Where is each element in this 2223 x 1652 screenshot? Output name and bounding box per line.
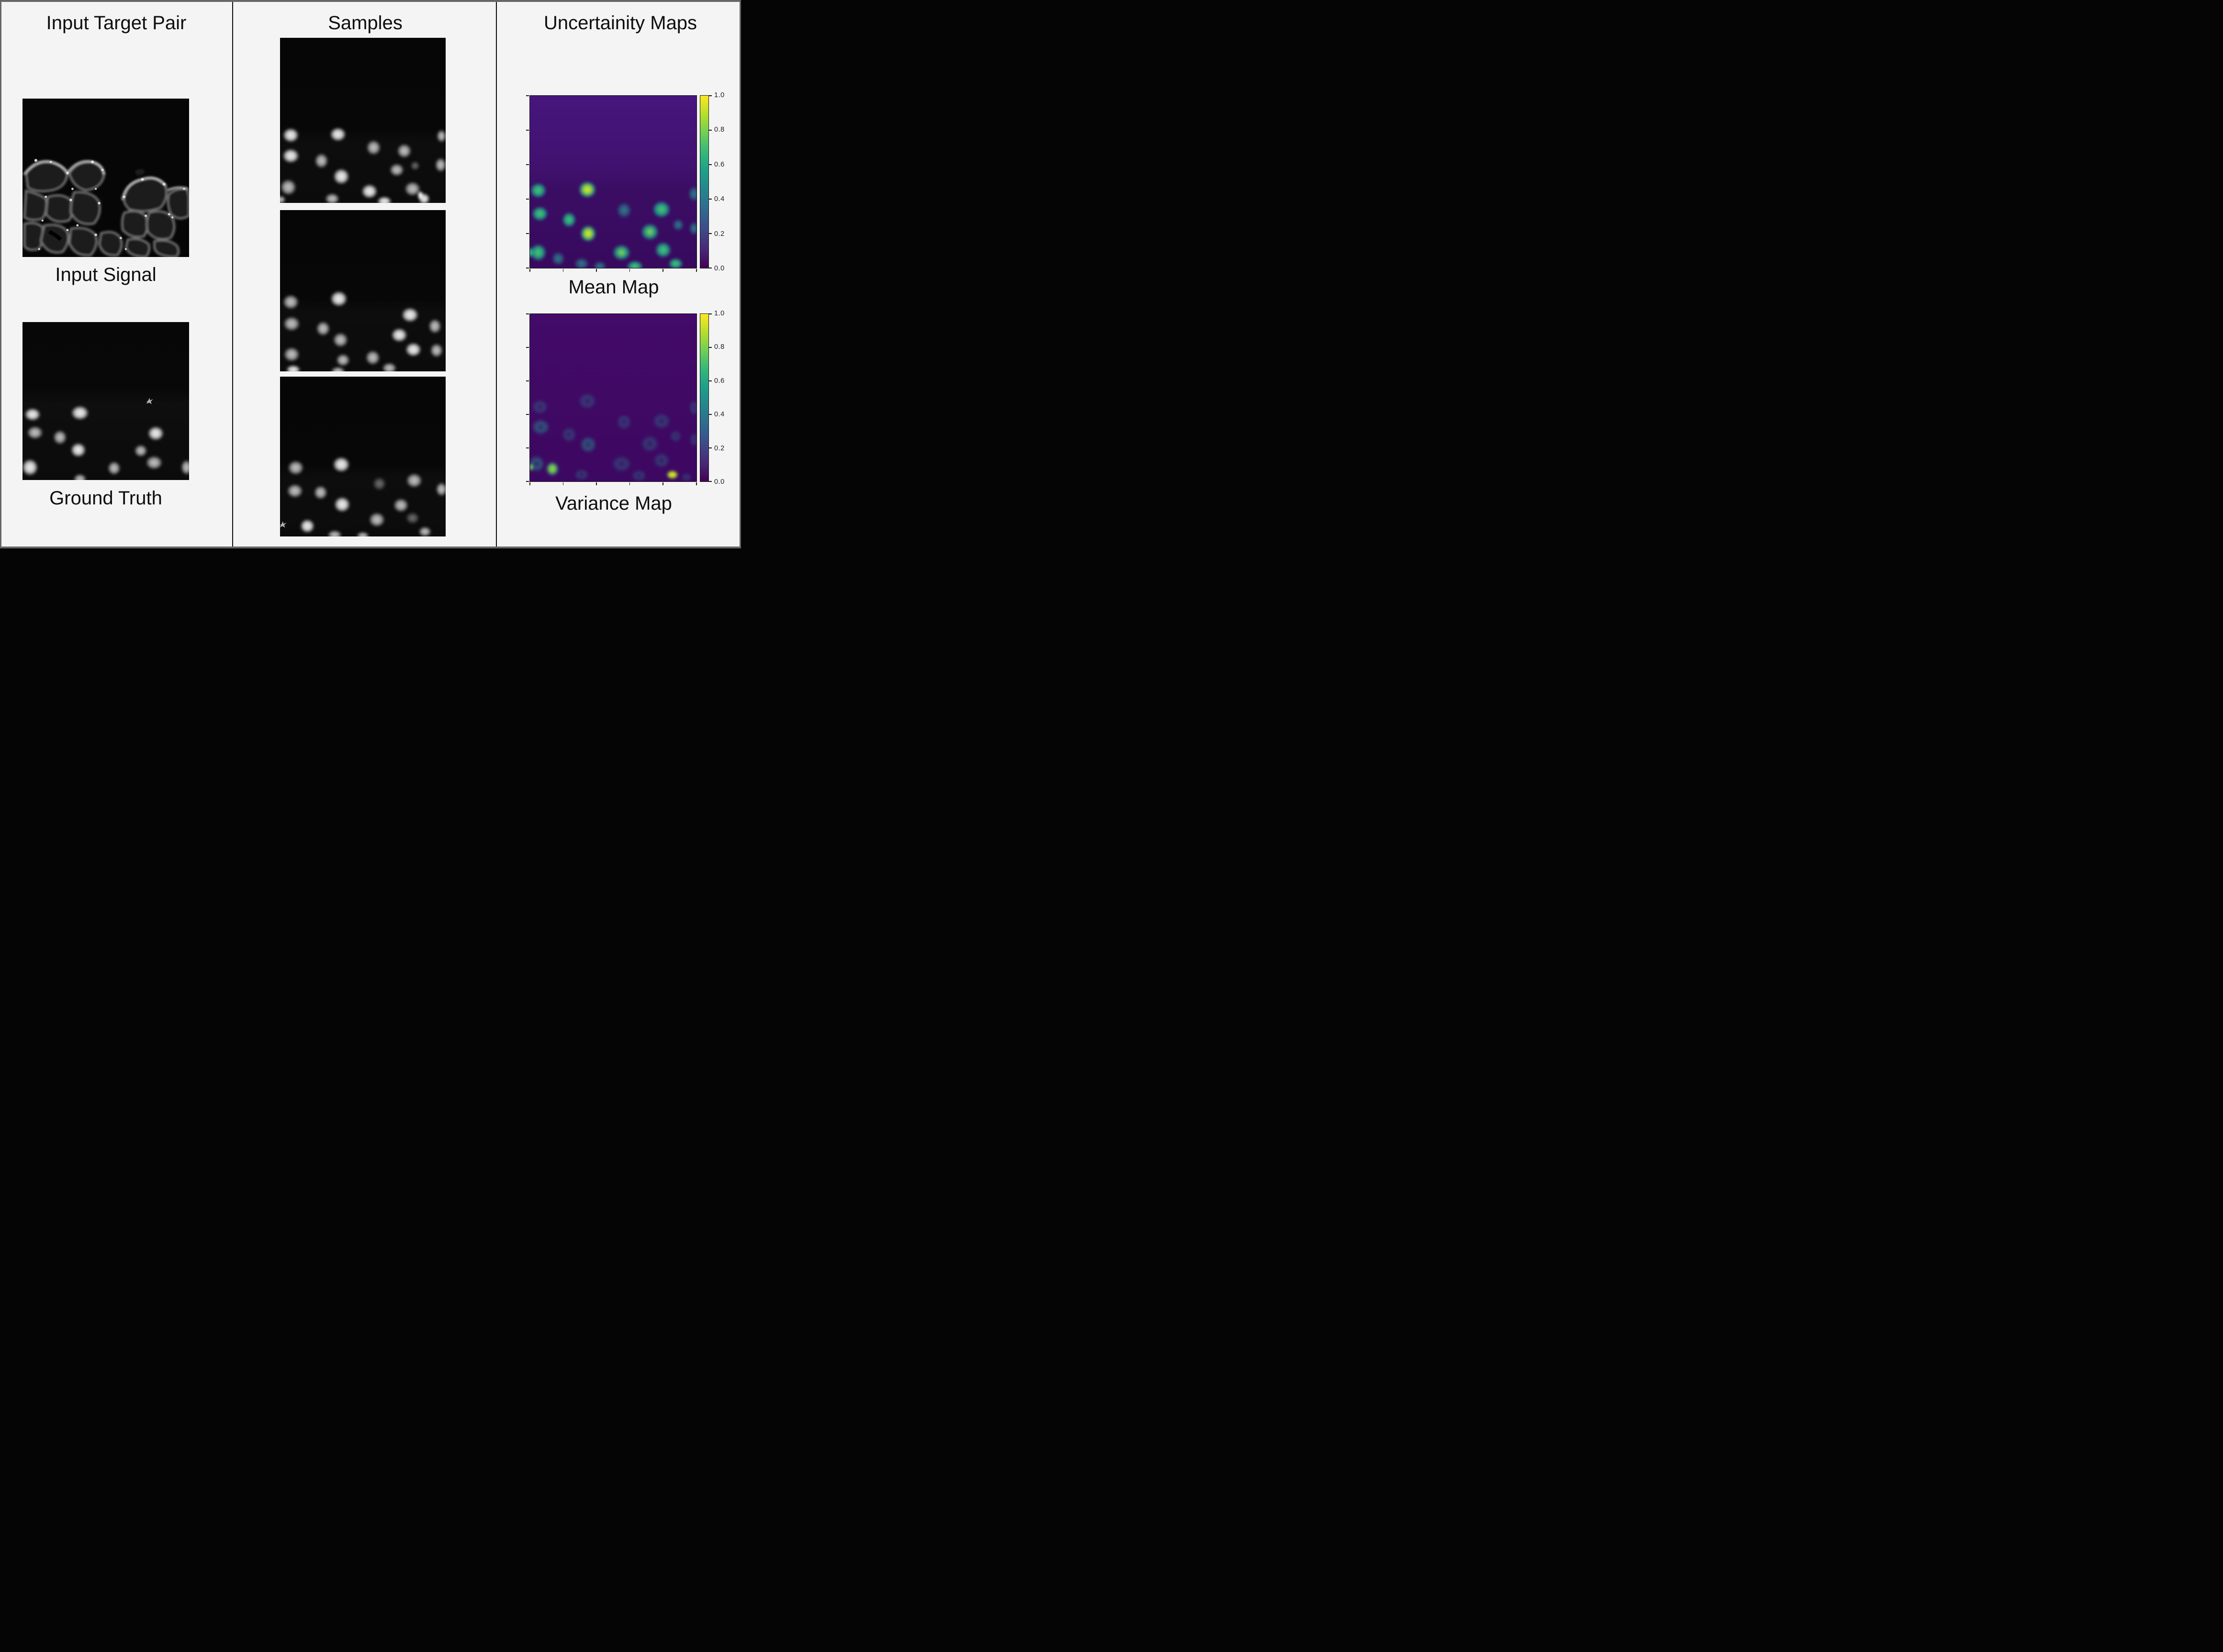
colorbar-tick (709, 233, 712, 234)
column-divider-2 (496, 2, 497, 547)
x-axis-tick (562, 269, 564, 272)
y-axis-tick (526, 313, 529, 314)
column-title-input-target-pair: Input Target Pair (46, 12, 187, 33)
mean-map-blobs (530, 181, 696, 268)
colorbar-tick-label: 0.8 (714, 343, 725, 351)
y-axis-tick (526, 447, 529, 448)
colorbar-tick-label: 1.0 (714, 91, 725, 99)
variance-map-blobs (530, 392, 696, 481)
mean-map-label: Mean Map (568, 277, 659, 298)
sample-1-blobs (280, 127, 446, 203)
frame-border-top (0, 0, 741, 2)
colorbar-tick (709, 164, 712, 165)
colorbar-tick-label: 0.0 (714, 478, 725, 486)
column-title-samples: Samples (328, 12, 403, 33)
variance-map-colorbar-labels: 1.0 0.8 0.6 0.4 0.2 0.0 (714, 310, 735, 486)
sample-image-3 (280, 377, 446, 536)
x-axis-tick (662, 482, 663, 485)
bright-sparkle-artifact (145, 398, 153, 404)
y-axis-tick (526, 481, 529, 482)
frame-border-right (740, 0, 741, 548)
colorbar-tick (709, 95, 712, 96)
sample-image-2 (280, 210, 446, 371)
variance-map-plot (526, 313, 697, 485)
x-axis-tick (696, 482, 697, 485)
input-signal-label: Input Signal (55, 264, 157, 285)
colorbar-tick-label: 0.2 (714, 444, 725, 452)
dark-dash-artifact (48, 230, 62, 241)
colorbar-tick-label: 0.8 (714, 126, 725, 134)
sample-2-blobs (282, 290, 443, 371)
x-axis-tick (596, 269, 597, 272)
colorbar-tick (709, 481, 712, 482)
bottom-black-bar (0, 548, 741, 551)
colorbar-tick-label: 0.0 (714, 265, 725, 272)
y-axis-tick (526, 414, 529, 415)
ground-truth-blobs (22, 405, 189, 480)
x-axis-tick (529, 269, 530, 272)
mean-map-colorbar-labels: 1.0 0.8 0.6 0.4 0.2 0.0 (714, 91, 735, 272)
variance-map-label: Variance Map (555, 493, 672, 514)
colorbar-tick (709, 380, 712, 381)
colorbar-tick-label: 0.4 (714, 195, 725, 203)
colorbar-tick-label: 0.2 (714, 230, 725, 238)
x-axis-tick (596, 482, 597, 485)
colorbar-tick-label: 1.0 (714, 310, 725, 317)
colorbar-tick (709, 447, 712, 448)
input-signal-image (22, 99, 189, 257)
y-axis-tick (526, 95, 529, 96)
y-axis-tick (526, 380, 529, 381)
variance-map-colorbar (700, 313, 712, 482)
sample-3-blobs (286, 457, 446, 536)
colorbar-tick (709, 130, 712, 131)
ground-truth-label: Ground Truth (49, 488, 162, 509)
x-axis-tick (662, 269, 663, 272)
ground-truth-image (22, 322, 189, 480)
x-axis-tick (696, 269, 697, 272)
y-axis-tick (526, 164, 529, 165)
figure-canvas: Input Target Pair Samples Uncertainity M… (0, 0, 741, 551)
mean-map-heatmap (530, 96, 696, 268)
x-axis-tick (629, 482, 630, 485)
column-divider-1 (232, 2, 233, 547)
frame-border-bottom (0, 547, 741, 548)
x-axis-tick (629, 269, 630, 272)
column-title-uncertainty-maps: Uncertainity Maps (543, 12, 697, 33)
colorbar-tick-label: 0.6 (714, 377, 725, 385)
membrane-speckles (34, 159, 185, 250)
colorbar-tick-label: 0.4 (714, 411, 725, 419)
mean-map-plot (526, 95, 697, 272)
y-axis-tick (526, 199, 529, 200)
mean-map-colorbar (700, 95, 712, 268)
colorbar-tick (709, 414, 712, 415)
x-axis-tick (529, 482, 530, 485)
y-axis-tick (526, 347, 529, 348)
bright-sparkle-artifact (280, 521, 287, 528)
y-axis-tick (526, 233, 529, 234)
sample-image-1 (280, 38, 446, 203)
y-axis-tick (526, 130, 529, 131)
x-axis-tick (562, 482, 564, 485)
colorbar-tick (709, 313, 712, 314)
colorbar-tick-label: 0.6 (714, 160, 725, 168)
colorbar-tick (709, 199, 712, 200)
frame-border-left (0, 0, 1, 548)
colorbar-tick (709, 347, 712, 348)
variance-map-heatmap (530, 314, 696, 481)
